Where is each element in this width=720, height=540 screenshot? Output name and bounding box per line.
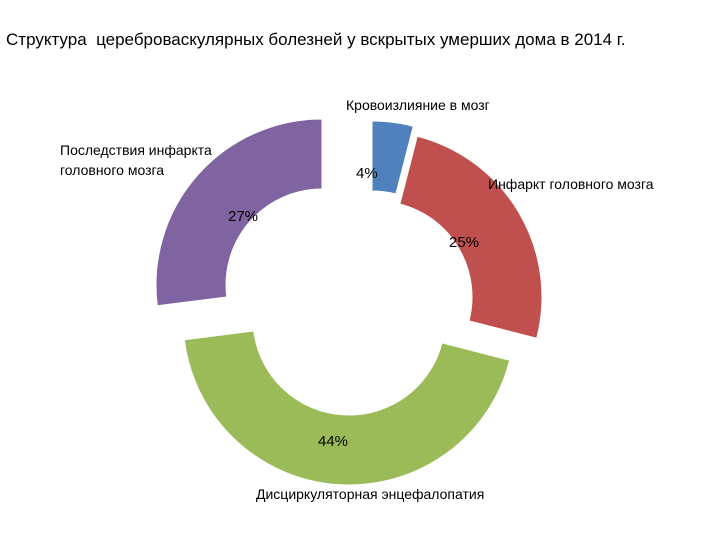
category-label-line: Последствия инфаркта xyxy=(60,142,212,158)
category-label-line: Кровоизлияние в мозг xyxy=(346,97,490,113)
category-label-line: Дисциркуляторная энцефалопатия xyxy=(256,486,484,502)
value-label-3: 44% xyxy=(318,433,348,450)
category-label-line: Инфаркт головного мозга xyxy=(488,176,654,192)
slice-1 xyxy=(371,120,414,195)
chart-labels: Кровоизлияние в мозг Инфаркт головного мо… xyxy=(60,97,654,502)
value-label-1: 4% xyxy=(356,165,378,182)
chart-title: Структура цереброваскулярных болезней у … xyxy=(6,30,626,49)
category-label-line: головного мозга xyxy=(60,162,164,178)
category-label-3: Дисциркуляторная энцефалопатия xyxy=(256,486,484,502)
slice-2 xyxy=(399,135,543,339)
chart-slices xyxy=(155,118,543,486)
category-label-1: Кровоизлияние в мозг xyxy=(346,97,490,113)
value-label-2: 25% xyxy=(449,234,479,251)
slice-4 xyxy=(155,118,323,307)
slice-3 xyxy=(183,330,511,486)
category-label-4: Последствия инфаркта головного мозга xyxy=(60,142,212,178)
category-label-2: Инфаркт головного мозга xyxy=(488,176,654,192)
value-label-4: 27% xyxy=(228,208,258,225)
